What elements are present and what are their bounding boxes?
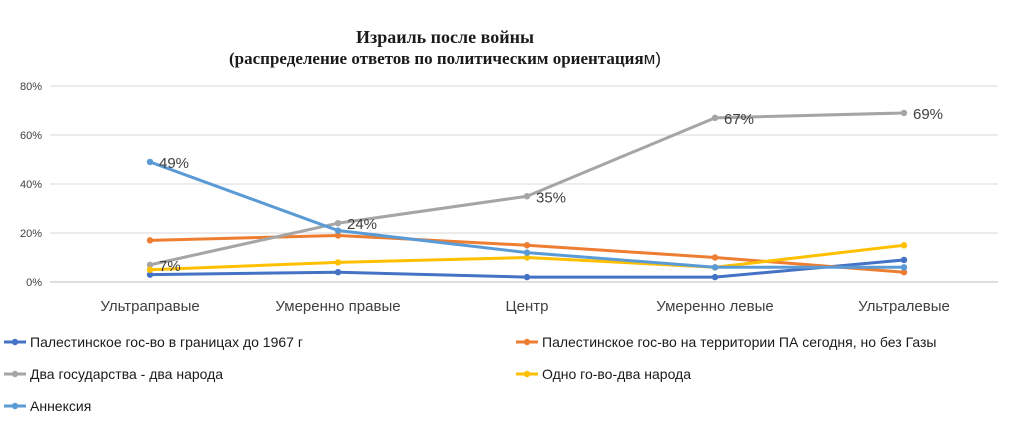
data-point [900,109,908,117]
x-category-label: Умеренно левые [656,298,773,315]
data-point [334,232,342,239]
legend-swatch-marker [11,402,19,410]
data-label: 7% [159,258,181,275]
legend-swatch-marker [523,370,531,378]
data-point [711,273,719,281]
legend-label: Палестинское гос-во на территории ПА сег… [542,334,937,350]
data-point [334,259,342,266]
legend-label: Аннексия [30,398,91,414]
data-point [523,254,531,261]
x-axis-categories: Ультраправые Умеренно правые Центр Умеренно… [100,298,950,315]
data-point [711,264,719,271]
chart-title-line2-main: (распределение ответов по политическим о… [229,49,644,68]
chart-title-line1: Израиль после войны [356,27,534,47]
legend-item: Два государства - два народа [4,366,223,382]
x-category-label: Ультралевые [858,298,950,315]
data-point [900,269,908,276]
data-point [146,266,154,273]
data-point [146,158,154,166]
data-point [146,261,154,269]
data-point [900,242,908,249]
data-point [334,269,342,276]
data-label: 67% [724,111,754,128]
data-point [900,256,908,264]
chart-title-line2-tail: м) [644,49,661,68]
data-label: 49% [159,155,189,172]
data-point [900,264,908,271]
series-lines [146,109,908,281]
y-tick-label: 60% [20,130,42,142]
chart-title-line2: (распределение ответов по политическим о… [229,49,661,68]
legend-label: Два государства - два народа [30,366,223,382]
y-tick-label: 40% [20,179,42,191]
data-label: 35% [536,189,566,206]
legend-swatch-marker [11,338,19,346]
y-tick-label: 20% [20,228,42,240]
series-3 [146,109,908,269]
legend-label: Одно го-во-два народа [542,366,691,382]
series-1 [146,256,908,281]
x-category-label: Умеренно правые [275,298,400,315]
legend-item: Одно го-во-два народа [516,366,691,382]
data-point [523,242,531,249]
legend-label: Палестинское гос-во в границах до 1967 г [30,334,303,350]
data-point [334,227,342,234]
data-point [523,193,531,200]
legend-swatch-marker [523,338,531,346]
data-point [146,271,154,278]
data-labels: 7% 24% 35% 67% 69% 49% [159,106,943,275]
y-axis-ticks: 0% 20% 40% 60% 80% [20,81,42,289]
y-tick-label: 0% [26,277,42,289]
legend-item: Аннексия [4,398,91,414]
x-category-label: Ультраправые [100,298,199,315]
legend-item: Палестинское гос-во на территории ПА сег… [516,334,937,350]
data-point [146,237,154,244]
legend: Палестинское гос-во в границах до 1967 г… [4,334,937,414]
data-point [334,220,342,227]
data-point [523,249,531,256]
data-point [711,114,719,122]
data-label: 24% [347,216,377,233]
legend-swatch-marker [11,370,19,378]
data-point [523,273,531,281]
legend-item: Палестинское гос-во в границах до 1967 г [4,334,303,350]
data-label: 69% [913,106,943,123]
x-category-label: Центр [506,298,549,315]
series-5 [146,158,908,271]
y-tick-label: 80% [20,81,42,93]
data-point [711,254,719,261]
